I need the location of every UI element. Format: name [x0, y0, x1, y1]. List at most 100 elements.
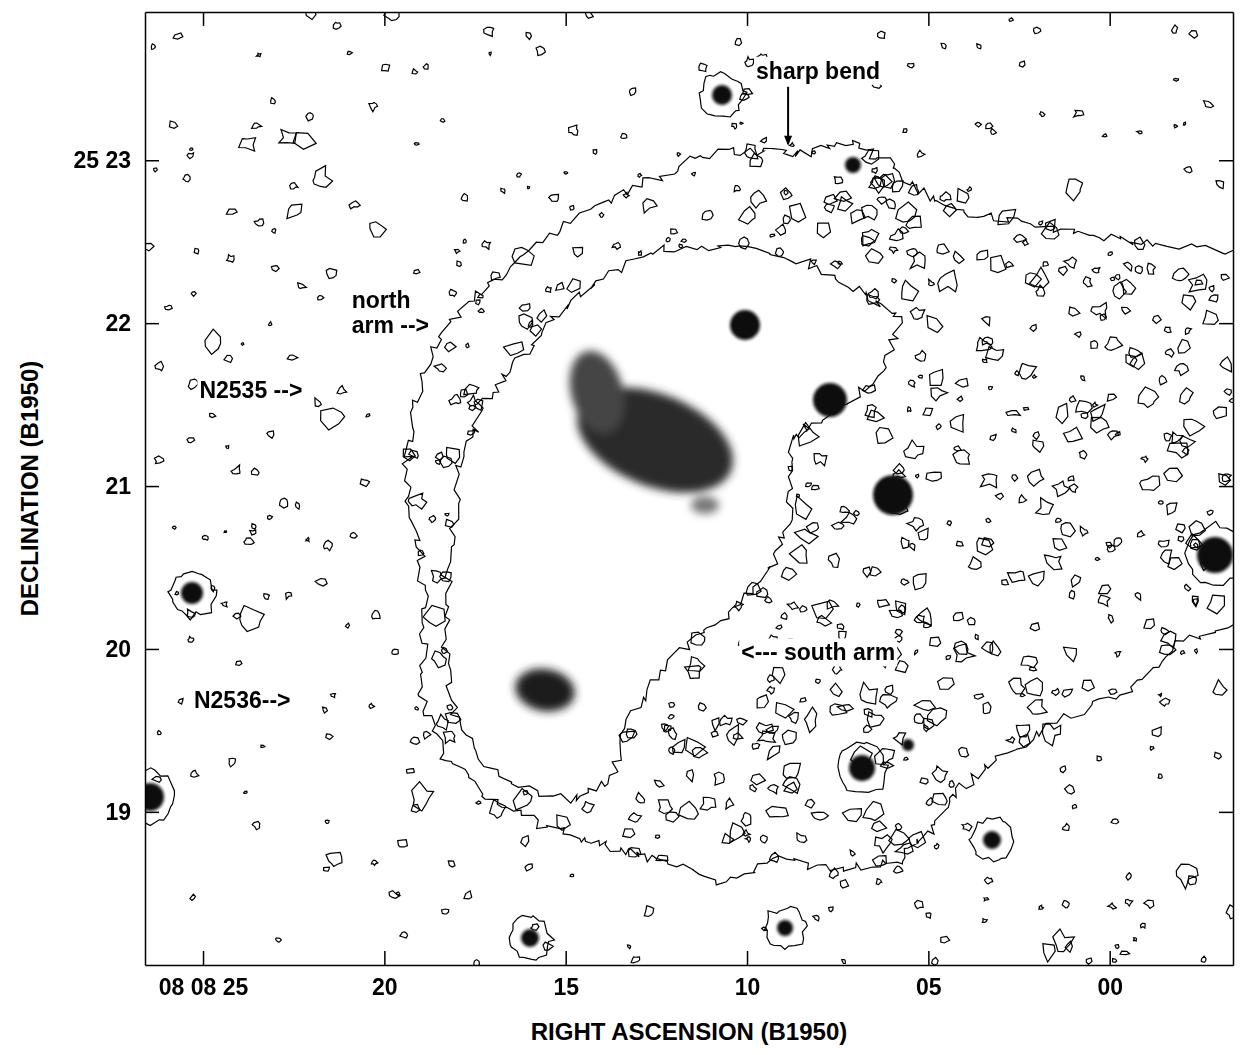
contour-blob	[671, 229, 678, 234]
tick-mark	[145, 160, 159, 162]
contour-blob	[1066, 179, 1083, 201]
contour-blob	[998, 209, 1016, 224]
contour-blob	[1185, 584, 1191, 591]
contour-blob	[829, 907, 833, 912]
contour-blob	[866, 249, 884, 264]
tick	[1219, 812, 1233, 813]
contour-blob	[476, 801, 481, 804]
contour-blob	[932, 766, 947, 783]
contour-blob	[188, 637, 194, 643]
contour-blob	[489, 52, 491, 55]
contour-blob	[440, 119, 445, 122]
contour-blob	[776, 224, 786, 235]
contour-blob	[414, 269, 420, 274]
contour-blob	[1020, 694, 1025, 697]
contour-blob	[244, 538, 254, 545]
contour-blob	[491, 272, 500, 281]
contour-blob	[908, 380, 915, 387]
contour-blob	[1019, 61, 1025, 67]
contour-blob	[423, 64, 428, 69]
contour-blob	[1069, 396, 1076, 402]
contour-blob	[668, 715, 674, 719]
contour-blob	[221, 602, 227, 607]
contour-blob	[400, 932, 408, 938]
contour-blob	[478, 294, 483, 298]
contour-blob	[1032, 375, 1036, 378]
star-contour	[145, 768, 174, 826]
contour-blob	[834, 177, 842, 184]
tick-mark	[928, 12, 930, 26]
galaxy-n2535-tail	[691, 496, 719, 514]
contour-blob	[1113, 959, 1117, 963]
contour-blob	[837, 624, 843, 630]
contour-blob	[1115, 652, 1121, 657]
contour-blob	[953, 450, 970, 464]
contour-blob	[1019, 495, 1026, 503]
contour-blob	[443, 731, 455, 743]
contour-blob	[1164, 327, 1171, 333]
contour-blob	[567, 279, 580, 293]
contour-blob	[369, 103, 378, 112]
tick: 21	[105, 473, 159, 499]
contour-blob	[256, 53, 260, 56]
contour-blob	[525, 864, 533, 871]
contour-blob	[775, 248, 783, 257]
contour-blob	[929, 279, 935, 285]
contour-blob	[914, 615, 924, 623]
contour-blob	[927, 708, 946, 726]
contour-blob	[638, 174, 642, 178]
contour-blob	[461, 193, 467, 201]
contour-blob	[434, 364, 446, 372]
contour-blob	[1216, 181, 1224, 189]
contour-blob	[468, 430, 475, 435]
contour-blob	[949, 781, 954, 788]
contour-blob	[429, 516, 435, 523]
contour-blob	[537, 310, 547, 322]
contour-blob	[398, 840, 408, 847]
contour-blob	[768, 785, 778, 794]
contour-blob	[1069, 591, 1075, 599]
contour-blob	[439, 456, 452, 467]
contour-blob	[878, 600, 890, 608]
contour-blob	[1092, 268, 1100, 273]
contour-blob	[1056, 403, 1068, 423]
contour-blob	[892, 181, 903, 192]
contour-blob	[812, 151, 815, 154]
contour-blob	[1053, 929, 1075, 952]
contour-blob	[1024, 407, 1029, 410]
contour-blob	[370, 222, 387, 237]
contour-blob	[915, 650, 918, 655]
contour-blob	[268, 322, 271, 326]
contour-blob	[1029, 667, 1036, 671]
contour-blob	[1209, 286, 1214, 292]
contour-blob	[1158, 540, 1169, 547]
contour-blob	[745, 144, 758, 159]
annotation-background	[192, 686, 293, 714]
contour-blob	[1167, 503, 1177, 515]
annotation: N2536-->	[192, 686, 293, 714]
contour-blob	[1160, 698, 1170, 706]
contour-blob	[832, 522, 844, 529]
contour-blob	[484, 27, 494, 36]
contour-blob	[244, 791, 247, 793]
contour-blob	[1192, 596, 1198, 607]
contour-blob	[1141, 456, 1148, 462]
contour-blob	[1120, 951, 1130, 954]
contour-blob	[345, 623, 349, 628]
contour-blob	[896, 601, 906, 615]
contour-blob	[187, 153, 194, 159]
contour-blob	[1030, 325, 1036, 332]
contour-blob	[730, 823, 745, 843]
contour-blob	[1045, 219, 1055, 230]
contour-blob	[937, 244, 949, 254]
contour-blob	[797, 833, 807, 843]
tick-mark	[1109, 951, 1111, 965]
contour-blob	[1158, 774, 1162, 778]
contour-blob	[874, 175, 892, 187]
contour-blob	[626, 729, 637, 738]
contour-blob	[236, 661, 242, 666]
contour-blob	[1081, 413, 1088, 419]
contour-blob	[932, 793, 947, 805]
contour-blob	[410, 737, 419, 744]
contour-blob	[698, 703, 706, 711]
